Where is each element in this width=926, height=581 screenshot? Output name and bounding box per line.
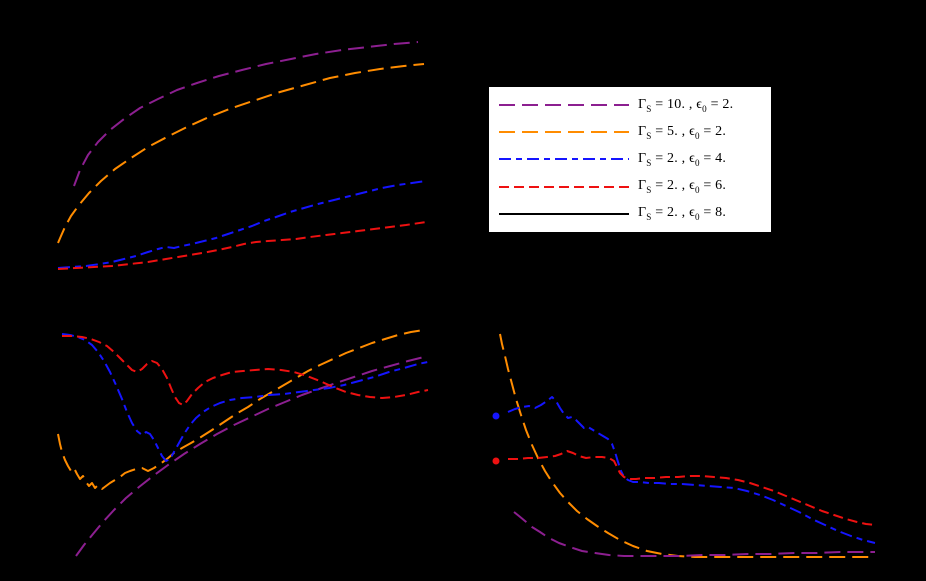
series-GammaS-5-eps0-2 bbox=[57, 63, 425, 244]
legend-item: ΓS = 5. , ϵ0 = 2. bbox=[489, 120, 771, 144]
series-GammaS-2-eps0-6 bbox=[508, 450, 876, 526]
plot-bottom-left bbox=[57, 329, 429, 557]
legend-label: ΓS = 2. , ϵ0 = 6. bbox=[638, 178, 727, 196]
legend-label: ΓS = 2. , ϵ0 = 8. bbox=[638, 205, 727, 223]
legend-label: ΓS = 2. , ϵ0 = 4. bbox=[638, 151, 727, 168]
legend-line-sample bbox=[499, 185, 629, 188]
series-GammaS-2-eps0-4 bbox=[507, 396, 876, 544]
plot-top-left bbox=[57, 41, 427, 270]
series-GammaS-10-eps0-2 bbox=[75, 356, 425, 557]
legend-item: ΓS = 2. , ϵ0 = 8. bbox=[489, 202, 771, 226]
legend-line-sample bbox=[499, 212, 629, 215]
series-GammaS-2-eps0-6 bbox=[62, 335, 429, 406]
legend-line-sample bbox=[499, 104, 629, 107]
series-GammaS-5-eps0-2 bbox=[499, 333, 875, 558]
series-GammaS-2-eps0-6 bbox=[57, 221, 427, 270]
legend-item: ΓS = 2. , ϵ0 = 6. bbox=[489, 175, 771, 199]
legend-label: ΓS = 10. , ϵ0 = 2. bbox=[638, 96, 734, 114]
legend-box: ΓS = 10. , ϵ0 = 2. ΓS = 5. , ϵ0 = 2. ΓS … bbox=[488, 86, 772, 233]
series-GammaS-10-eps0-2 bbox=[513, 511, 875, 557]
legend-line-sample bbox=[499, 158, 629, 161]
series-GammaS-10-eps0-2 bbox=[73, 41, 419, 187]
red-start-marker bbox=[492, 457, 500, 465]
legend-item: ΓS = 10. , ϵ0 = 2. bbox=[489, 93, 771, 117]
plot-bottom-right bbox=[492, 333, 876, 558]
series-GammaS-5-eps0-2 bbox=[57, 329, 425, 490]
series-GammaS-2-eps0-4 bbox=[57, 180, 427, 269]
legend-line-sample bbox=[499, 131, 629, 134]
legend-item: ΓS = 2. , ϵ0 = 4. bbox=[489, 147, 771, 171]
series-GammaS-2-eps0-4 bbox=[61, 333, 429, 462]
legend-label: ΓS = 5. , ϵ0 = 2. bbox=[638, 123, 727, 141]
blue-start-marker bbox=[492, 412, 500, 420]
